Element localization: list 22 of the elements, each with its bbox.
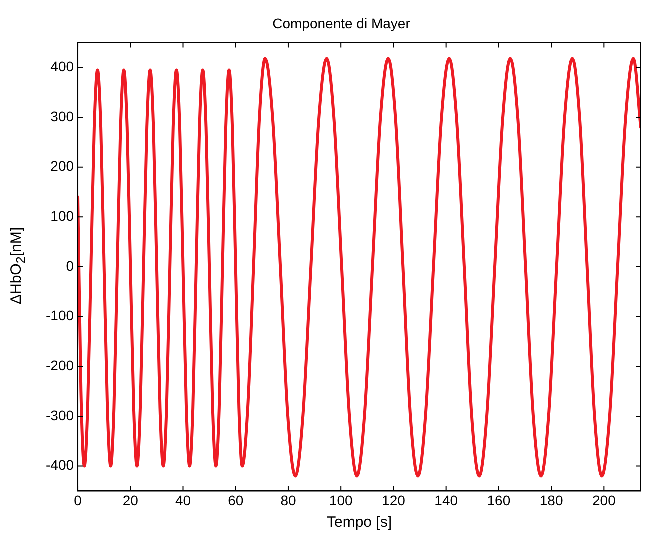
x-tick-label: 20 — [122, 492, 139, 508]
y-tick-label: 400 — [50, 58, 74, 75]
x-axis-title: Tempo [s] — [326, 514, 392, 532]
y-tick-label: -100 — [46, 308, 74, 324]
line-series — [78, 57, 641, 478]
y-tick-label: 0 — [66, 258, 74, 274]
y-tick-label: 100 — [50, 208, 74, 224]
chart-title: Componente di Mayer — [272, 15, 411, 32]
x-tick-label: 100 — [329, 492, 353, 508]
x-tick-label: 160 — [487, 492, 511, 508]
x-tick-label: 40 — [175, 492, 192, 508]
y-tick-label: -300 — [46, 407, 74, 424]
y-tick-label: 200 — [50, 158, 74, 174]
y-tick-label: -200 — [46, 358, 74, 374]
x-tick-label: 60 — [228, 492, 244, 508]
x-tick-label: 180 — [540, 492, 564, 508]
x-tick-label: 80 — [280, 492, 296, 508]
y-tick-label: -400 — [46, 457, 74, 474]
x-tick-label: 200 — [592, 492, 616, 508]
y-tick-label: 300 — [50, 108, 74, 124]
x-tick-label: 120 — [382, 492, 406, 508]
x-tick-label: 140 — [434, 492, 458, 508]
